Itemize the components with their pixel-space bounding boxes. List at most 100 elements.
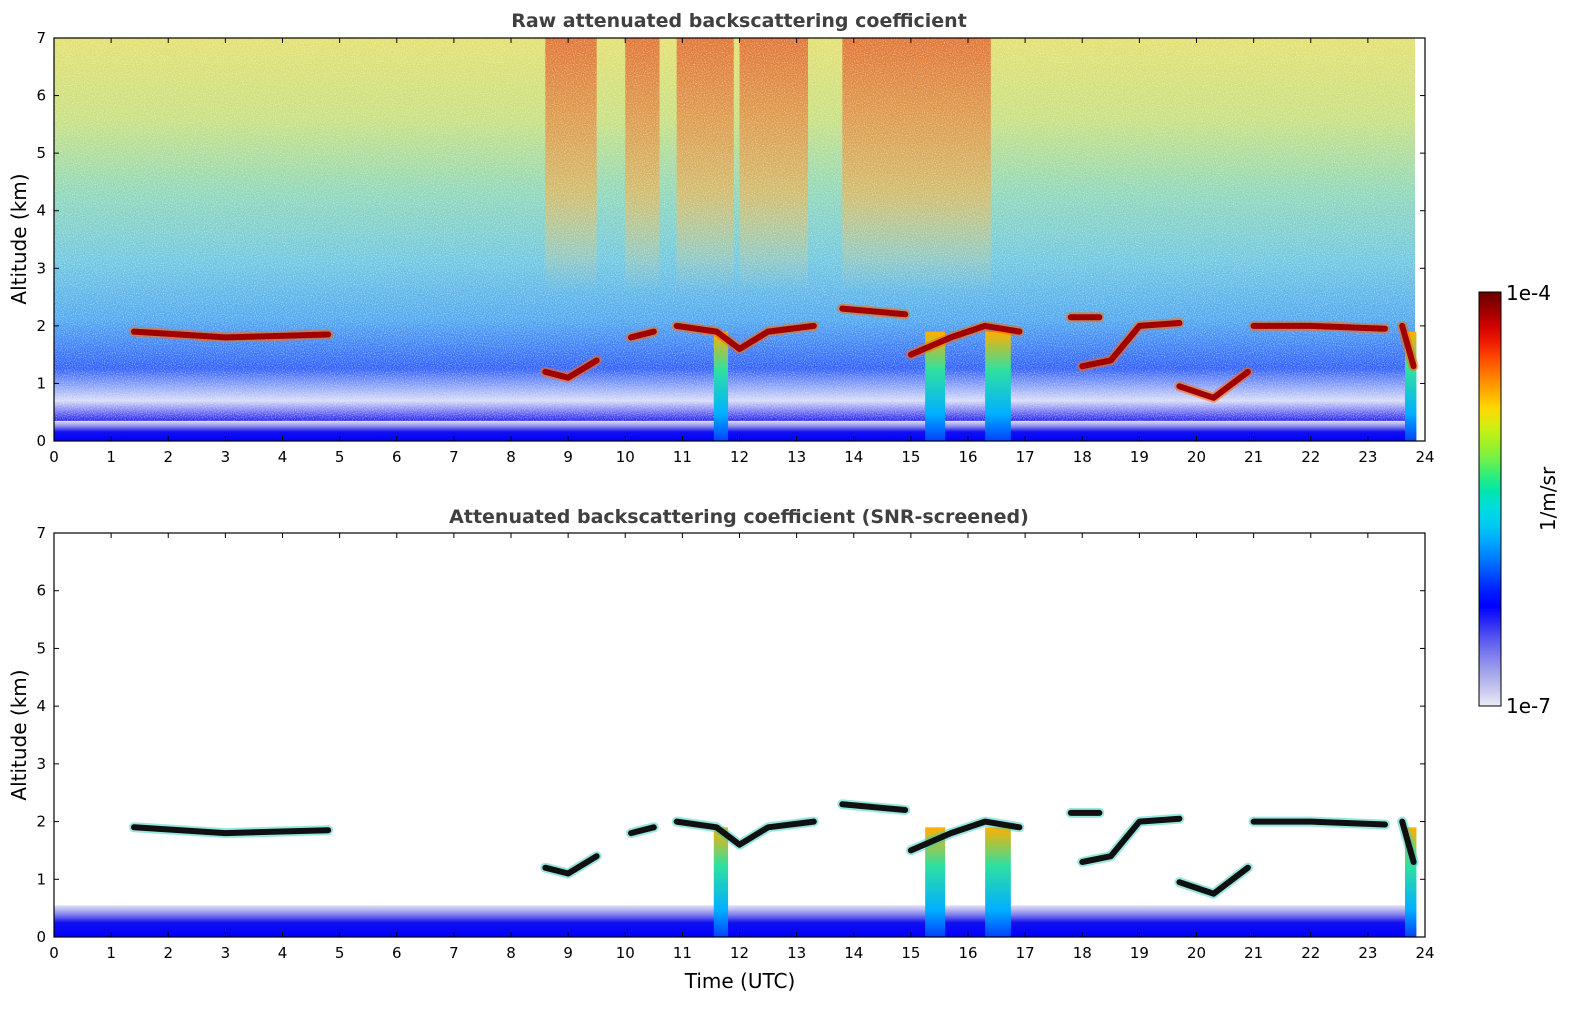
x-tick-label: 6 <box>392 448 402 466</box>
x-tick-label: 9 <box>563 448 573 466</box>
x-tick-label: 5 <box>335 448 345 466</box>
cloud-layers <box>129 799 1419 899</box>
x-tick-label: 0 <box>49 448 59 466</box>
y-tick-label: 1 <box>36 870 46 888</box>
x-tick-label: 13 <box>787 448 806 466</box>
panel1-y-axis-label: Altitude (km) <box>7 173 31 304</box>
x-tick-label: 24 <box>1415 448 1434 466</box>
x-tick-label: 18 <box>1073 448 1092 466</box>
x-tick-label: 15 <box>901 448 920 466</box>
screened-background <box>54 533 1425 937</box>
x-tick-label: 10 <box>616 944 635 962</box>
y-tick-label: 1 <box>36 374 46 392</box>
y-tick-label: 3 <box>36 755 46 773</box>
y-tick-label: 2 <box>36 813 46 831</box>
y-tick-label: 5 <box>36 144 46 162</box>
x-tick-label: 4 <box>278 944 288 962</box>
x-tick-label: 7 <box>449 448 459 466</box>
colorbar-max-label: 1e-4 <box>1506 281 1551 305</box>
precipitation-shaft <box>925 331 946 441</box>
colorbar-min-label: 1e-7 <box>1506 694 1551 718</box>
cloud-layer <box>907 818 1023 854</box>
x-tick-label: 1 <box>106 448 116 466</box>
cloud-layer <box>628 824 657 837</box>
surface-aerosol-layer <box>54 905 1414 937</box>
raw-backscatter-panel: Raw attenuated backscattering coefficien… <box>7 10 1435 466</box>
screened-backscatter-panel: Attenuated backscattering coefficient (S… <box>7 506 1435 993</box>
x-tick-label: 1 <box>106 944 116 962</box>
cloud-layer <box>907 322 1023 358</box>
x-tick-label: 13 <box>787 944 806 962</box>
colorbar-frame <box>1478 291 1502 707</box>
x-tick-label: 21 <box>1244 944 1263 962</box>
precipitation-shaft <box>985 827 1011 937</box>
x-tick-label: 7 <box>449 944 459 962</box>
x-tick-label: 9 <box>563 944 573 962</box>
panel2-title: Attenuated backscattering coefficient (S… <box>449 506 1029 528</box>
y-tick-label: 6 <box>36 582 46 600</box>
x-tick-label: 16 <box>958 944 977 962</box>
x-tick-label: 14 <box>844 448 863 466</box>
x-tick-label: 11 <box>673 944 692 962</box>
cloud-layer <box>1079 320 1183 370</box>
x-axis-label: Time (UTC) <box>684 969 796 993</box>
precipitation-shaft <box>713 331 729 441</box>
y-tick-label: 2 <box>36 317 46 335</box>
cloud-layer <box>628 328 657 341</box>
panel2-plot-area <box>54 533 1425 937</box>
panel2-y-ticks: 0 1 2 3 4 5 6 7 <box>36 524 1425 946</box>
y-tick-label: 3 <box>36 259 46 277</box>
x-tick-label: 0 <box>49 944 59 962</box>
panel2-y-axis-label: Altitude (km) <box>7 669 31 800</box>
cloud-layers <box>129 303 1419 403</box>
x-tick-label: 22 <box>1301 448 1320 466</box>
surface-layer <box>54 420 1414 441</box>
precipitation-shaft <box>1405 827 1417 937</box>
x-tick-label: 17 <box>1016 944 1035 962</box>
cloud-layer <box>839 801 909 813</box>
x-tick-label: 6 <box>392 944 402 962</box>
y-tick-label: 0 <box>36 928 46 946</box>
x-tick-label: 23 <box>1358 944 1377 962</box>
x-tick-label: 5 <box>335 944 345 962</box>
x-tick-label: 3 <box>221 944 231 962</box>
surface-aerosol-layer <box>54 420 1414 441</box>
cloud-layer <box>1399 818 1417 865</box>
surface-layer <box>54 905 1414 937</box>
x-tick-label: 2 <box>163 944 173 962</box>
colorbar-unit-label: 1/m/sr <box>1536 466 1560 531</box>
cloud-layer <box>542 357 600 381</box>
precipitation-shafts <box>713 827 1417 937</box>
cloud-layer <box>542 853 600 877</box>
x-tick-label: 19 <box>1130 448 1149 466</box>
x-tick-label: 2 <box>163 448 173 466</box>
y-tick-label: 4 <box>36 697 46 715</box>
x-tick-label: 16 <box>958 448 977 466</box>
x-tick-label: 21 <box>1244 448 1263 466</box>
x-tick-label: 12 <box>730 944 749 962</box>
x-tick-label: 3 <box>221 448 231 466</box>
precipitation-shafts <box>713 331 1417 441</box>
panel1-x-ticks: 0 1 2 3 4 5 6 7 8 9 10 11 12 13 14 15 16 17 18 19 20 21 22 23 24 <box>49 38 1435 466</box>
x-tick-label: 20 <box>1187 448 1206 466</box>
colorbar: 1e-4 1e-7 1/m/sr <box>1478 281 1560 718</box>
x-tick-label: 23 <box>1358 448 1377 466</box>
x-tick-label: 22 <box>1301 944 1320 962</box>
precipitation-shaft <box>1405 331 1417 441</box>
x-tick-label: 4 <box>278 448 288 466</box>
panel1-y-ticks: 0 1 2 3 4 5 6 7 <box>36 29 1425 450</box>
x-tick-label: 18 <box>1073 944 1092 962</box>
y-tick-label: 7 <box>36 524 46 542</box>
y-tick-label: 4 <box>36 202 46 220</box>
x-tick-label: 12 <box>730 448 749 466</box>
x-tick-label: 8 <box>506 448 516 466</box>
y-tick-label: 7 <box>36 29 46 47</box>
x-tick-label: 17 <box>1016 448 1035 466</box>
cloud-layer <box>131 328 332 341</box>
y-tick-label: 0 <box>36 432 46 450</box>
y-tick-label: 5 <box>36 639 46 657</box>
cloud-layer <box>673 818 817 848</box>
x-tick-label: 14 <box>844 944 863 962</box>
noise-speckle <box>54 38 1415 441</box>
